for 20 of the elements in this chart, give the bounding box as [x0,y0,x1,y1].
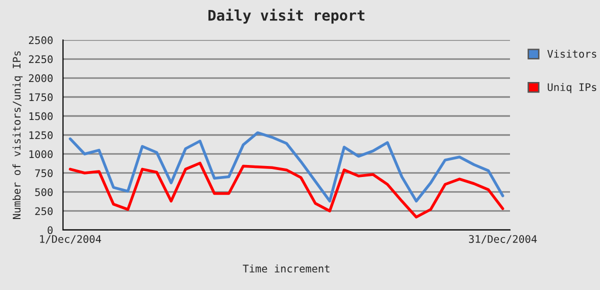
x-tick-label: 1/Dec/2004 [40,235,102,244]
chart-title: Daily visit report [208,8,364,24]
line-series [68,162,504,218]
y-tick-label: 1250 [29,131,53,140]
line-series [68,131,504,202]
y-tick-label: 1500 [29,112,53,120]
x-axis-title: Time increment [242,264,330,273]
legend-label: Visitors [547,50,596,58]
y-tick-label: 2250 [28,55,53,64]
x-tick-label: 31/Dec/2004 [468,235,537,244]
y-axis-title: Number of visitors/uniq IPs [12,51,23,219]
legend-label: Uniq IPs [548,83,596,94]
y-tick-label: 0 [48,226,53,234]
y-tick-label: 2000 [28,74,53,82]
y-tick-label: 500 [35,188,53,196]
y-tick-label: 250 [35,207,53,216]
y-tick-label: 1000 [29,150,53,158]
y-tick-label: 750 [35,169,53,178]
y-tick-label: 2500 [28,36,53,44]
y-tick-label: 1750 [29,93,53,102]
